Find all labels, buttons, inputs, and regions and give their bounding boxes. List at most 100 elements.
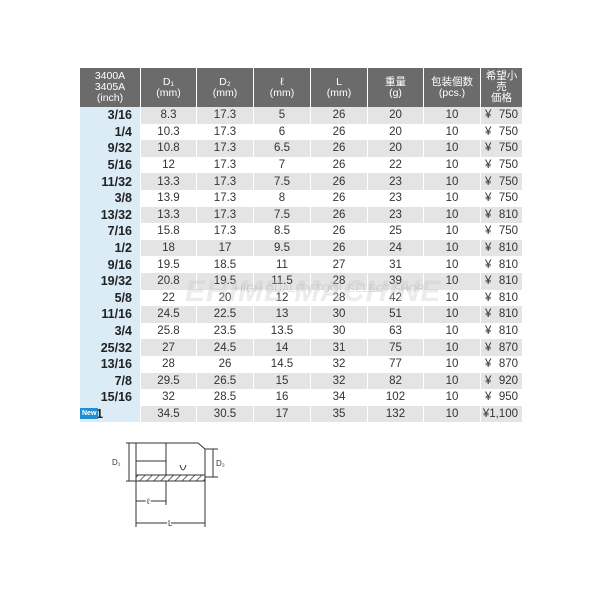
price-value: 920: [498, 374, 518, 387]
size-value: 5/8: [114, 290, 132, 305]
weight-cell: 23: [368, 206, 424, 224]
l_small-cell: 14.5: [254, 355, 311, 373]
size-value: 1/4: [114, 124, 132, 139]
L-cell: 26: [311, 189, 368, 207]
yen-symbol: ¥: [485, 125, 492, 138]
socket-dimension-diagram: D₁ D₂ ℓ L: [112, 442, 225, 530]
size-value: 13/16: [100, 357, 132, 372]
yen-symbol: ¥: [485, 175, 492, 188]
pcs-cell: 10: [424, 107, 481, 124]
price-cell: ¥750: [481, 157, 522, 174]
pcs-cell: 10: [424, 389, 481, 406]
size-cell: 5/8: [80, 289, 141, 307]
L-cell: 34: [311, 389, 368, 406]
yen-symbol: ¥: [485, 291, 492, 304]
d2-cell: 30.5: [197, 405, 254, 423]
size-cell: 13/32: [80, 206, 141, 224]
column-header: ℓ (mm): [254, 68, 311, 107]
price-cell: ¥950: [481, 389, 522, 406]
size-cell: 19/32: [80, 272, 141, 290]
price-value: 810: [498, 308, 518, 321]
size-cell: 11/16: [80, 306, 141, 323]
d1-cell: 29.5: [141, 372, 197, 390]
l_small-cell: 11: [254, 256, 311, 273]
price-cell: ¥810: [481, 306, 522, 323]
pcs-cell: 10: [424, 289, 481, 307]
pcs-cell: 10: [424, 272, 481, 290]
price-cell: ¥810: [481, 256, 522, 273]
l_small-cell: 14: [254, 339, 311, 356]
l_small-cell: 7: [254, 156, 311, 174]
l_small-cell: 17: [254, 405, 311, 423]
d2-cell: 26: [197, 355, 254, 373]
d1-cell: 13.3: [141, 173, 197, 190]
size-cell: 1/4: [80, 123, 141, 141]
weight-cell: 20: [368, 123, 424, 141]
size-cell: 5/16: [80, 156, 141, 174]
table-row: 3/4 25.8 23.5 13.5 30 63 10 ¥810: [80, 322, 522, 340]
size-cell: 13/16: [80, 355, 141, 373]
d1-cell: 34.5: [141, 405, 197, 423]
pcs-cell: 10: [424, 372, 481, 390]
yen-symbol: ¥: [485, 258, 492, 271]
l_small-cell: 15: [254, 372, 311, 390]
weight-cell: 77: [368, 355, 424, 373]
column-header-line: 3405A: [94, 81, 126, 93]
L-cell: 26: [311, 239, 368, 257]
l_small-cell: 5: [254, 107, 311, 124]
d2-cell: 17.3: [197, 156, 254, 174]
yen-symbol: ¥: [485, 374, 492, 387]
d1-cell: 20.8: [141, 272, 197, 290]
d2-cell: 28.5: [197, 389, 254, 406]
pcs-cell: 10: [424, 173, 481, 190]
yen-symbol: ¥: [485, 391, 492, 404]
L-cell: 30: [311, 306, 368, 323]
column-header-line: (pcs.): [438, 86, 466, 99]
size-cell: New 1: [80, 405, 141, 423]
column-header-line: (inch): [96, 92, 124, 104]
d1-cell: 12: [141, 156, 197, 174]
size-cell: 7/8: [80, 372, 141, 390]
weight-cell: 25: [368, 223, 424, 240]
weight-cell: 31: [368, 256, 424, 273]
table-row: 9/16 19.5 18.5 11 27 31 10 ¥810: [80, 256, 522, 273]
price-cell: ¥750: [481, 190, 522, 207]
d2-cell: 19.5: [197, 272, 254, 290]
price-cell: ¥750: [481, 173, 522, 190]
size-cell: 11/32: [80, 173, 141, 190]
price-value: 810: [498, 258, 518, 271]
L-cell: 30: [311, 322, 368, 340]
L-cell: 32: [311, 355, 368, 373]
l_small-cell: 16: [254, 389, 311, 406]
d2-cell: 22.5: [197, 306, 254, 323]
L-cell: 35: [311, 405, 368, 423]
price-value: 810: [498, 275, 518, 288]
price-value: 810: [498, 325, 518, 338]
price-cell: ¥810: [481, 323, 522, 340]
d1-cell: 32: [141, 389, 197, 406]
table-row: 5/8 22 20 12 28 42 10 ¥810: [80, 289, 522, 307]
L-cell: 32: [311, 372, 368, 390]
size-value: 1: [96, 406, 103, 421]
size-cell: 3/16: [80, 107, 141, 124]
l_small-cell: 8: [254, 189, 311, 207]
size-cell: 9/16: [80, 256, 141, 273]
l_small-cell: 8.5: [254, 223, 311, 240]
L-cell: 28: [311, 272, 368, 290]
label-L: L: [168, 519, 173, 528]
price-cell: ¥750: [481, 140, 522, 157]
L-cell: 26: [311, 140, 368, 157]
d2-cell: 17: [197, 239, 254, 257]
price-value: 1,100: [489, 407, 518, 420]
L-cell: 26: [311, 156, 368, 174]
column-header: 包装個数 (pcs.): [424, 68, 481, 107]
column-header-line: 包装個数: [431, 75, 473, 88]
size-value: 9/32: [107, 141, 132, 156]
price-value: 950: [498, 391, 518, 404]
yen-symbol: ¥: [482, 407, 490, 420]
L-cell: 26: [311, 223, 368, 240]
price-value: 750: [498, 109, 518, 122]
column-header-line: 重量: [385, 75, 406, 88]
price-cell: ¥810: [481, 290, 522, 307]
d2-cell: 20: [197, 289, 254, 307]
